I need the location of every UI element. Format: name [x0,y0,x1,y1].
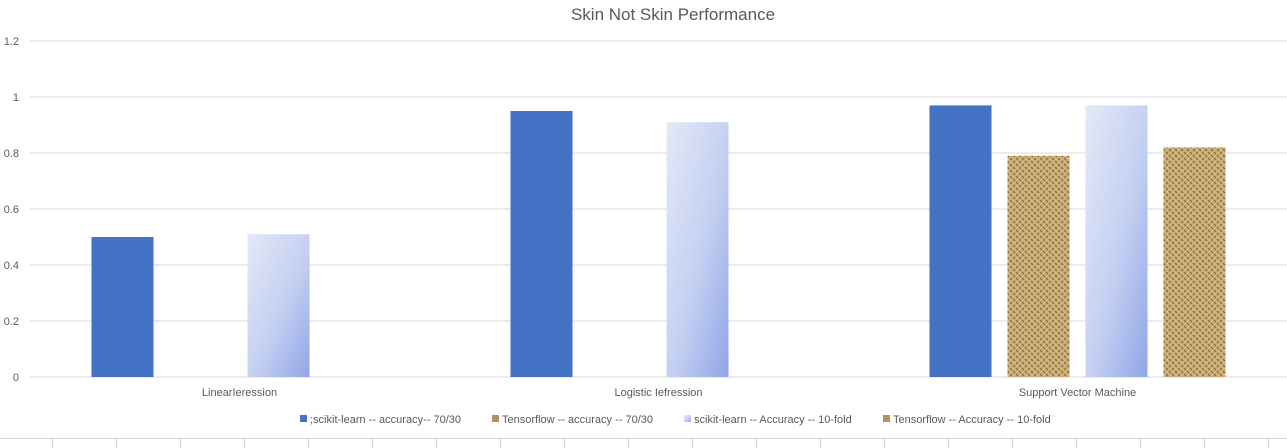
legend-label: Tensorflow -- Accuracy -- 10-fold [893,414,1051,426]
sheet-gridlines [0,438,1287,448]
bar [1007,155,1070,377]
y-tick-label: 1 [13,92,19,104]
sheet-column-line [820,439,821,448]
legend-label: scikit-learn -- Accuracy -- 10-fold [694,414,852,426]
bar [666,122,729,377]
y-axis-ticks: 0 0.2 0.4 0.6 0.8 1 1.2 [4,36,19,384]
sheet-column-line [884,439,885,448]
sheet-column-line [692,439,693,448]
y-tick-label: 1.2 [4,36,19,48]
bar-chart: Skin Not Skin Performance 0 0.2 0.4 0.6 0.8 1… [4,5,1287,426]
sheet-column-line [500,439,501,448]
x-category-label: Logistic Iefression [614,387,702,399]
sheet-column-line [564,439,565,448]
sheet-column-line [180,439,181,448]
sheet-column-line [372,439,373,448]
sheet-column-line [436,439,437,448]
sheet-column-line [1204,439,1205,448]
sheet-column-line [308,439,309,448]
sheet-column-line [244,439,245,448]
bar [1085,105,1148,378]
y-tick-label: 0.2 [4,316,19,328]
legend-swatch [492,415,499,422]
y-tick-label: 0 [13,372,19,384]
bar [510,111,573,377]
chart-title: Skin Not Skin Performance [571,5,775,24]
bar [91,237,154,377]
gridlines [30,40,1287,378]
sheet-column-line [628,439,629,448]
x-category-label: Support Vector Machine [1019,387,1136,399]
legend-label: ;scikit-learn -- accuracy-- 70/30 [310,414,461,426]
y-tick-label: 0.8 [4,148,19,160]
sheet-column-line [948,439,949,448]
legend: ;scikit-learn -- accuracy-- 70/30 Tensorf… [300,414,1051,426]
legend-label: Tensorflow -- accuracy -- 70/30 [502,414,653,426]
bars [91,105,1226,378]
sheet-column-line [1012,439,1013,448]
sheet-column-line [52,439,53,448]
sheet-column-line [1076,439,1077,448]
y-tick-label: 0.6 [4,204,19,216]
sheet-column-line [1140,439,1141,448]
y-tick-label: 0.4 [4,260,19,272]
sheet-column-line [116,439,117,448]
legend-swatch [300,415,307,422]
legend-swatch [883,415,890,422]
bar [247,234,310,377]
sheet-column-line [1268,439,1269,448]
sheet-column-line [756,439,757,448]
bar [1163,147,1226,377]
x-axis-labels: LinearIeression Logistic Iefression Suppor… [202,387,1136,399]
bar [929,105,992,378]
x-category-label: LinearIeression [202,387,277,399]
legend-swatch [684,415,691,422]
